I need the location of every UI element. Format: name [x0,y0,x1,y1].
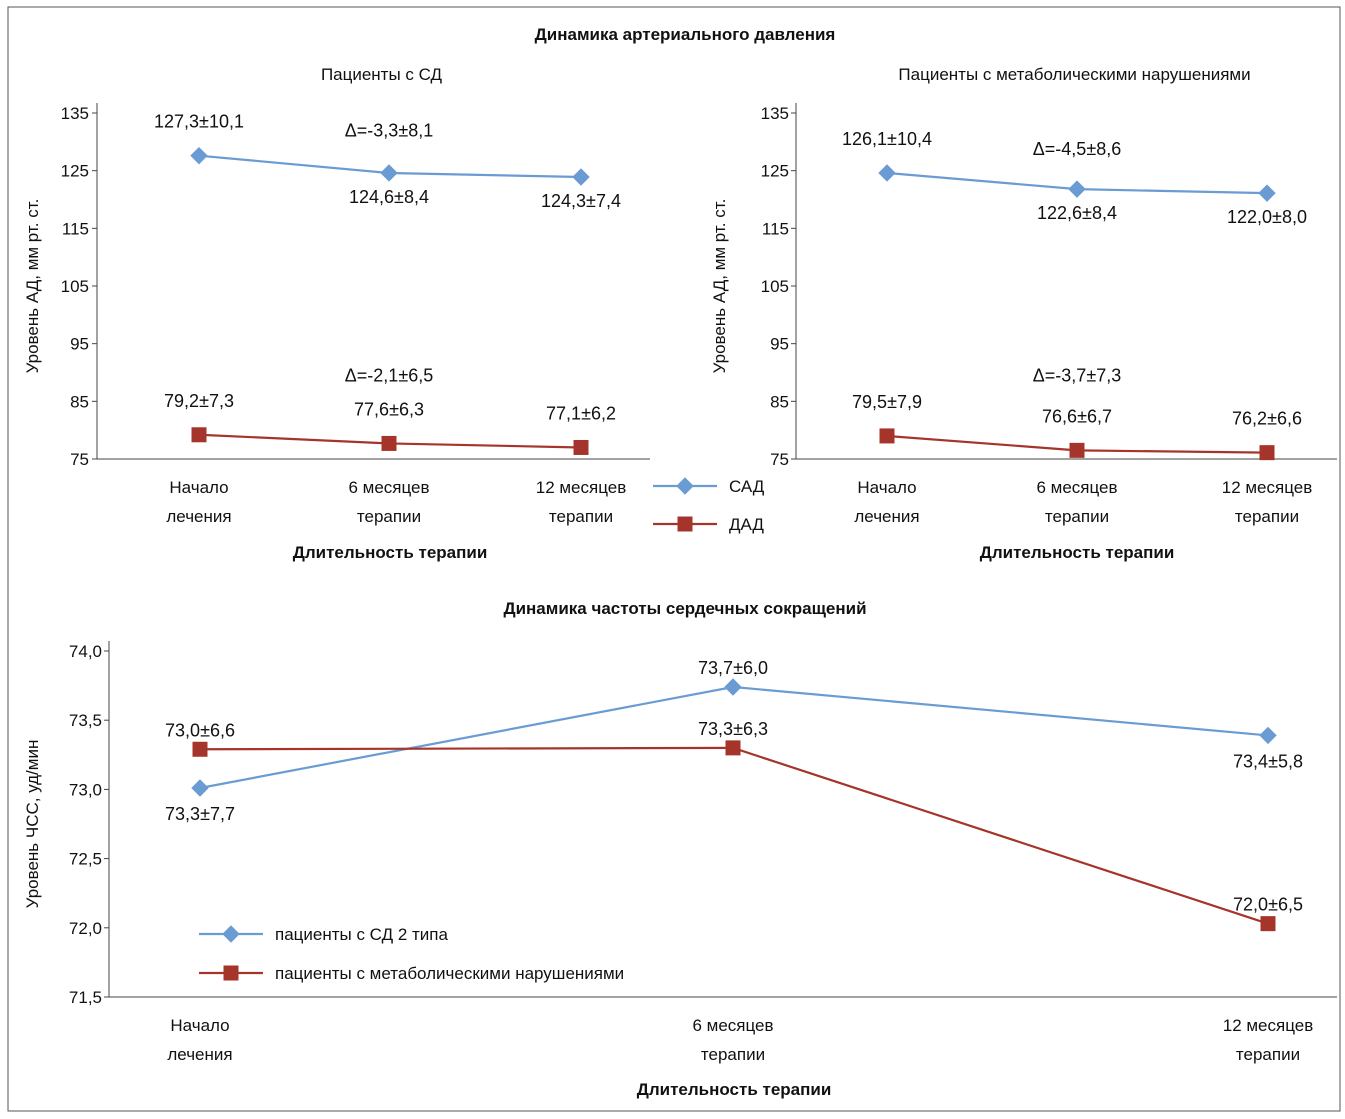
hr-title: Динамика частоты сердечных сокращений [503,599,866,618]
chart-0-series-0-point [572,168,590,186]
chart-0-ytick-label: 135 [61,104,89,123]
chart-1-series-0-point [1068,180,1086,198]
chart-1-xtick-label: терапии [1045,507,1109,526]
chart-0-series-0-data-label: 127,3±10,1 [154,112,244,132]
chart-1-ytick-label: 105 [761,277,789,296]
chart-1-series-0-data-label: 122,6±8,4 [1037,203,1117,223]
chart-0-delta-annotation: Δ=-2,1±6,5 [345,365,433,385]
chart-0-series-1-data-label: 79,2±7,3 [164,391,234,411]
chart-2-series-1-point [725,740,741,756]
chart-0-ytick-label: 125 [61,162,89,181]
chart-1-series-0-point [878,164,896,182]
chart-1-xtick-label: Начало [857,478,916,497]
chart-2-series-1-point [192,741,208,757]
chart-1-ytick-label: 85 [770,392,789,411]
chart-1-xtick-label: 12 месяцев [1222,478,1313,497]
chart-2-series-0-point [724,678,742,696]
chart-2-xtick-label: лечения [167,1045,232,1064]
chart-2-ylabel: Уровень ЧСС, уд/мин [23,740,42,909]
chart-1-delta-annotation: Δ=-3,7±7,3 [1033,365,1121,385]
chart-2-xtick-label: Начало [170,1016,229,1035]
chart-2-ytick-label: 72,0 [69,919,102,938]
chart-1-xtick-label: 6 месяцев [1036,478,1117,497]
chart-2-series-0-point [191,779,209,797]
hr-legend-0-label: пациенты с СД 2 типа [275,925,448,944]
chart-1-xtick-label: лечения [854,507,919,526]
chart-2-series-0-data-label: 73,4±5,8 [1233,751,1303,771]
chart-1-ytick-label: 75 [770,450,789,469]
chart-0-subtitle: Пациенты с СД [321,65,443,84]
hr-legend-1-label: пациенты с метаболическими нарушениями [275,964,624,983]
chart-0-xtick-label: Начало [169,478,228,497]
chart-1-subtitle: Пациенты с метаболическими нарушениями [898,65,1250,84]
chart-2-ytick-label: 72,5 [69,850,102,869]
bp-legend-1-marker [677,516,693,532]
chart-1-xlabel: Длительность терапии [980,543,1175,562]
chart-2-xtick-label: терапии [701,1045,765,1064]
chart-1-series-1-point [879,428,895,444]
chart-0-ytick-label: 85 [70,392,89,411]
chart-0-series-1-data-label: 77,1±6,2 [546,403,616,423]
chart-1-ytick-label: 125 [761,162,789,181]
chart-1-series-0-data-label: 122,0±8,0 [1227,207,1307,227]
chart-0-ytick-label: 75 [70,450,89,469]
chart-2-ytick-label: 73,0 [69,780,102,799]
bp-title: Динамика артериального давления [535,25,836,44]
chart-1-series-1-point [1069,442,1085,458]
chart-2-series-1-point [1260,916,1276,932]
chart-2-xtick-label: 6 месяцев [692,1016,773,1035]
chart-1-ylabel: Уровень АД, мм рт. ст. [710,199,729,374]
chart-0-ytick-label: 105 [61,277,89,296]
chart-0-series-1-point [573,439,589,455]
chart-0-series-1-data-label: 77,6±6,3 [354,399,424,419]
chart-1-ytick-label: 115 [762,219,789,238]
chart-1-ytick-label: 135 [761,104,789,123]
chart-2-ytick-label: 71,5 [69,988,102,1007]
chart-2-series-1-data-label: 72,0±6,5 [1233,895,1303,915]
chart-0-xtick-label: лечения [166,507,231,526]
chart-2-series-1-data-label: 73,0±6,6 [165,720,235,740]
chart-1-series-1-data-label: 76,2±6,6 [1232,409,1302,429]
chart-0-series-0-data-label: 124,6±8,4 [349,187,429,207]
hr-legend-1-marker [223,965,239,981]
chart-0-ytick-label: 115 [62,219,89,238]
chart-2-ytick-label: 73,5 [69,711,102,730]
chart-1-series-1-point [1259,445,1275,461]
chart-1-series-1-data-label: 76,6±6,7 [1042,406,1112,426]
bp-legend-0-label: САД [729,477,765,496]
chart-1-ytick-label: 95 [770,335,789,354]
bp-legend-0-marker [676,477,694,495]
chart-0-delta-annotation: Δ=-3,3±8,1 [345,120,433,140]
chart-0-xtick-label: терапии [549,507,613,526]
chart-1-series-0-data-label: 126,1±10,4 [842,129,932,149]
chart-1-series-0-point [1258,184,1276,202]
bp-legend-1-label: ДАД [729,515,764,534]
chart-0-series-1-point [381,435,397,451]
chart-1-series-1-data-label: 79,5±7,9 [852,392,922,412]
chart-0-series-0-point [380,164,398,182]
chart-0-xlabel: Длительность терапии [293,543,488,562]
chart-2-series-1-data-label: 73,3±6,3 [698,719,768,739]
chart-2-ytick-label: 74,0 [69,642,102,661]
chart-0-xtick-label: 12 месяцев [536,478,627,497]
chart-0-series-0-point [190,146,208,165]
chart-0-series-0-data-label: 124,3±7,4 [541,191,621,211]
chart-2-series-0-point [1259,726,1277,745]
chart-2-series-0-data-label: 73,3±7,7 [165,804,235,824]
chart-0-xtick-label: терапии [357,507,421,526]
hr-legend-0-marker [222,925,240,943]
chart-0-ytick-label: 95 [70,335,89,354]
chart-0-ylabel: Уровень АД, мм рт. ст. [23,199,42,374]
chart-2-series-0-data-label: 73,7±6,0 [698,658,768,678]
chart-1-xtick-label: терапии [1235,507,1299,526]
chart-1-delta-annotation: Δ=-4,5±8,6 [1033,139,1121,159]
chart-2-xtick-label: терапии [1236,1045,1300,1064]
chart-0-xtick-label: 6 месяцев [348,478,429,497]
chart-2-xlabel: Длительность терапии [637,1080,832,1099]
chart-2-xtick-label: 12 месяцев [1223,1016,1314,1035]
chart-0-series-1-point [191,427,207,443]
